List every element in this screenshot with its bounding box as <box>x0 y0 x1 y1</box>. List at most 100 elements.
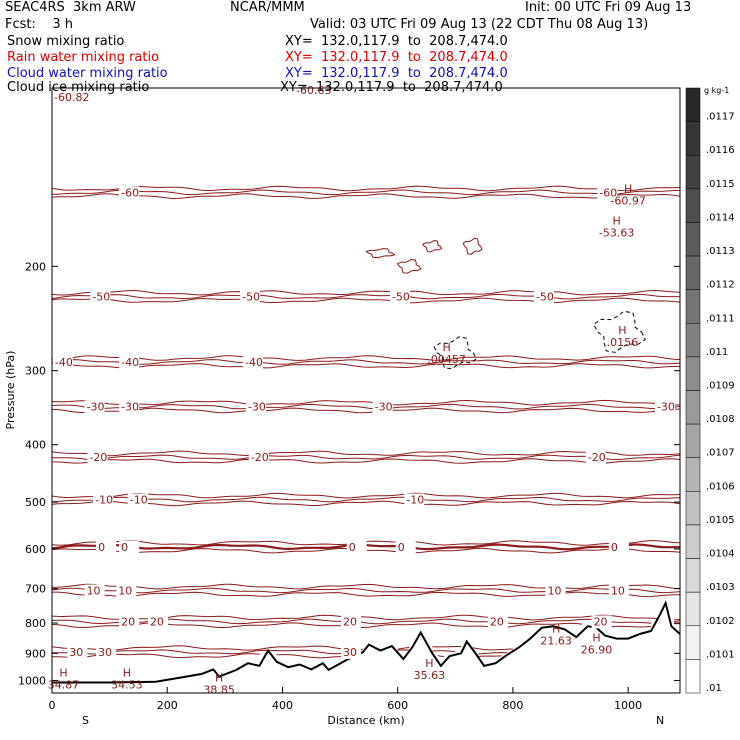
isotherm-line <box>51 293 681 300</box>
high-marker-letter: H <box>592 632 600 645</box>
colorbar-label: .0106 <box>706 481 735 492</box>
contour-label: -30 <box>657 401 675 414</box>
y-tick-label: 800 <box>25 617 46 630</box>
cloud-contour <box>462 237 483 255</box>
isotherm-contours <box>51 185 681 659</box>
contour-label: 30 <box>69 646 83 659</box>
isotherm-line <box>51 492 681 499</box>
isotherm-line <box>51 289 681 296</box>
contour-label: 0 <box>121 541 128 554</box>
isotherm-line <box>51 297 681 304</box>
high-marker-letter: H <box>425 657 433 670</box>
isotherm-line <box>51 355 681 361</box>
contour-label-bg <box>608 540 629 554</box>
contour-label: -40 <box>245 356 263 369</box>
contour-label-bg <box>340 645 361 659</box>
high-marker-value: .00457 <box>427 353 466 366</box>
cloud-contour <box>593 310 646 353</box>
colorbar-swatch <box>685 491 701 526</box>
high-marker-letter: H <box>215 672 223 685</box>
y-axis-label: Pressure (hPa) <box>4 351 17 430</box>
isotherm-line <box>51 645 513 651</box>
high-marker-value: 26.90 <box>581 644 613 657</box>
contour-label: -50 <box>92 291 110 304</box>
x-axis-ticks: 0 200 400 600 800 1000 <box>49 687 642 712</box>
colorbar-swatch <box>685 222 701 257</box>
colorbar-label: .01 <box>706 683 722 694</box>
isotherm-line <box>52 653 502 659</box>
contour-label: 20 <box>150 615 164 628</box>
isotherm-line <box>51 450 681 457</box>
colorbar-swatch <box>685 121 701 156</box>
contour-label-bg <box>404 493 425 507</box>
colorbar-swatch <box>685 423 701 458</box>
contour-label-bg <box>245 400 266 414</box>
colorbar: .0117 .0116 .0115 .0114 .0113 .0112 .0111 .011.… <box>685 87 735 694</box>
contour-label: -20 <box>588 451 606 464</box>
header-project: SEAC4RS 3km ARW <box>5 0 136 15</box>
colorbar-label: .0111 <box>706 313 735 324</box>
contour-label: -50 <box>392 291 410 304</box>
contour-label-bg <box>90 290 111 304</box>
contour-label-bg <box>340 615 361 629</box>
contour-label: 10 <box>547 585 561 598</box>
contour-label: -40 <box>121 356 139 369</box>
contour-label: -50 <box>536 291 554 304</box>
y-tick-label: 1000 <box>18 674 46 687</box>
field-rain-xy: XY= 132.0,117.9 to 208.7,474.0 <box>285 50 508 65</box>
isotherm-line <box>51 399 681 406</box>
isotherm-line <box>51 189 681 196</box>
plot-frame <box>51 87 681 694</box>
colorbar-label: .0116 <box>706 145 735 156</box>
contour-label-bg <box>116 584 137 598</box>
high-marker-letter: H <box>443 341 451 354</box>
isotherm-line <box>51 362 680 369</box>
contour-label-bg <box>119 186 140 200</box>
contour-label: 0 <box>98 541 105 554</box>
contour-label: -60 <box>599 186 617 199</box>
isotherm-line <box>52 583 681 590</box>
isotherm-line <box>51 185 681 192</box>
high-marker-letter: H <box>624 182 632 195</box>
contour-label: -30 <box>375 401 393 414</box>
high-marker-value: 38.85 <box>203 684 235 697</box>
contour-label-bg <box>67 645 88 659</box>
cloud-contours <box>365 237 646 370</box>
colorbar-swatch <box>685 323 701 358</box>
contour-label-bg <box>96 645 117 659</box>
contour-label-bg <box>87 451 108 465</box>
contour-label: 20 <box>343 615 357 628</box>
y-tick-label: 600 <box>25 543 46 556</box>
contour-label: 0 <box>611 541 618 554</box>
y-tick-label: 700 <box>25 583 46 596</box>
contour-label: -30 <box>248 401 266 414</box>
contour-label: -10 <box>406 494 424 507</box>
colorbar-label: .0104 <box>706 549 735 560</box>
top-edge-label: -60.63 <box>296 84 331 97</box>
x-tick-label: 1000 <box>614 699 642 712</box>
colorbar-swatch <box>685 591 701 627</box>
colorbar-swatch <box>685 625 701 660</box>
terrain-layer <box>52 600 681 693</box>
contour-label: 10 <box>87 585 101 598</box>
contour-label: 20 <box>490 615 504 628</box>
contour-label-bg <box>248 451 269 465</box>
contour-label-bg <box>654 400 675 414</box>
colorbar-label: .0108 <box>706 414 735 425</box>
field-cloudwater-name: Cloud water mixing ratio <box>7 66 168 81</box>
contour-label: 20 <box>121 615 135 628</box>
colorbar-swatch <box>685 356 701 391</box>
contour-label-bg <box>147 615 168 629</box>
isotherm-line <box>51 496 681 503</box>
high-marker-value: 35.63 <box>414 669 446 682</box>
contour-label-bg <box>545 584 566 598</box>
contour-label-bg <box>96 540 117 554</box>
x-end-label-north: N <box>656 714 664 727</box>
x-tick-label: 600 <box>387 699 408 712</box>
contour-label: 0 <box>398 541 405 554</box>
header-fcst: Fcst: 3 h <box>5 17 74 32</box>
contour-label: 10 <box>611 585 625 598</box>
isotherm-line <box>52 591 680 598</box>
colorbar-swatch <box>685 255 701 290</box>
x-tick-label: 0 <box>49 699 56 712</box>
